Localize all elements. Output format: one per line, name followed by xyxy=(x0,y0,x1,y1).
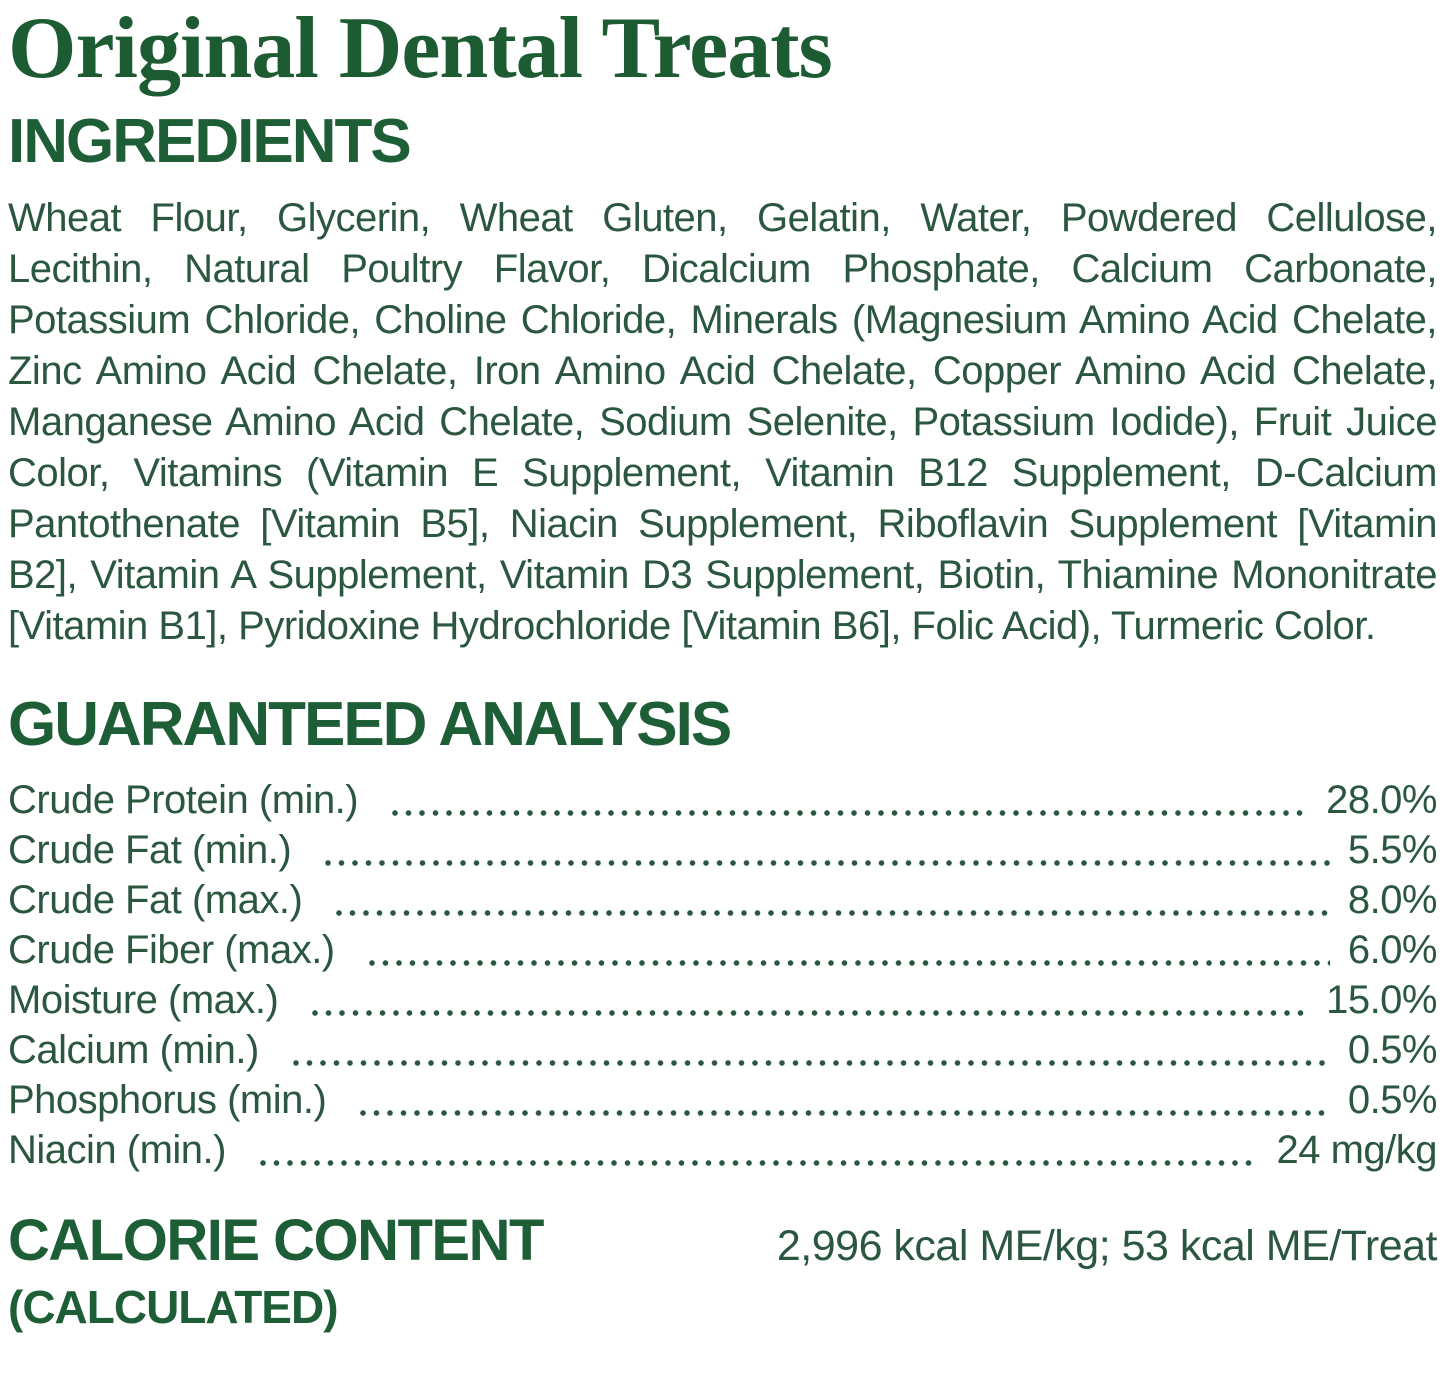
table-row: Calcium (min.) 0.5% xyxy=(8,1028,1438,1078)
analysis-label: Niacin (min.) xyxy=(8,1128,226,1173)
dotted-leader xyxy=(336,908,1330,919)
analysis-label: Crude Fat (max.) xyxy=(8,878,303,923)
calorie-content-heading: CALORIE CONTENT xyxy=(8,1208,544,1274)
analysis-value: 8.0% xyxy=(1347,878,1438,923)
analysis-label: Crude Fat (min.) xyxy=(8,828,292,873)
calorie-content-section: CALORIE CONTENT (CALCULATED) 2,996 kcal … xyxy=(8,1208,1438,1334)
dotted-leader xyxy=(259,1158,1259,1169)
analysis-label: Calcium (min.) xyxy=(8,1028,259,1073)
analysis-value: 6.0% xyxy=(1347,928,1438,973)
guaranteed-analysis-heading: GUARANTEED ANALYSIS xyxy=(8,690,732,760)
table-row: Crude Fat (min.) 5.5% xyxy=(8,828,1438,878)
analysis-value: 0.5% xyxy=(1347,1028,1438,1073)
analysis-label: Moisture (max.) xyxy=(8,978,279,1023)
analysis-label: Phosphorus (min.) xyxy=(8,1078,327,1123)
table-row: Niacin (min.) 24 mg/kg xyxy=(8,1128,1437,1178)
guaranteed-analysis-section: GUARANTEED ANALYSIS Crude Protein (min.)… xyxy=(8,690,1438,1178)
guaranteed-analysis-table: Crude Protein (min.) 28.0% Crude Fat (mi… xyxy=(8,778,1438,1178)
page-title: Original Dental Treats xyxy=(8,0,833,97)
ingredients-text: Wheat Flour, Glycerin, Wheat Gluten, Gel… xyxy=(8,196,1438,649)
calorie-content-subheading: (CALCULATED) xyxy=(8,1281,339,1334)
table-row: Crude Fat (max.) 8.0% xyxy=(8,878,1438,928)
table-row: Crude Protein (min.) 28.0% xyxy=(8,778,1437,828)
calorie-content-heading-block: CALORIE CONTENT (CALCULATED) xyxy=(8,1208,544,1334)
calorie-content-value: 2,996 kcal ME/kg; 53 kcal ME/Treat xyxy=(776,1222,1438,1271)
dotted-leader xyxy=(392,808,1309,819)
analysis-label: Crude Protein (min.) xyxy=(8,778,359,823)
analysis-value: 5.5% xyxy=(1347,828,1438,873)
ingredients-section: INGREDIENTS Wheat Flour, Glycerin, Wheat… xyxy=(8,107,1438,652)
analysis-value: 0.5% xyxy=(1347,1078,1438,1123)
table-row: Moisture (max.) 15.0% xyxy=(8,978,1437,1028)
dotted-leader xyxy=(325,858,1330,869)
dotted-leader xyxy=(292,1058,1330,1069)
table-row: Crude Fiber (max.) 6.0% xyxy=(8,928,1438,978)
ingredients-heading: INGREDIENTS xyxy=(8,107,412,177)
analysis-value: 28.0% xyxy=(1326,778,1437,823)
dotted-leader xyxy=(360,1108,1330,1119)
analysis-value: 24 mg/kg xyxy=(1276,1128,1437,1173)
dotted-leader xyxy=(368,958,1330,969)
dotted-leader xyxy=(312,1008,1309,1019)
analysis-label: Crude Fiber (max.) xyxy=(8,928,335,973)
table-row: Phosphorus (min.) 0.5% xyxy=(8,1078,1438,1128)
analysis-value: 15.0% xyxy=(1326,978,1437,1023)
